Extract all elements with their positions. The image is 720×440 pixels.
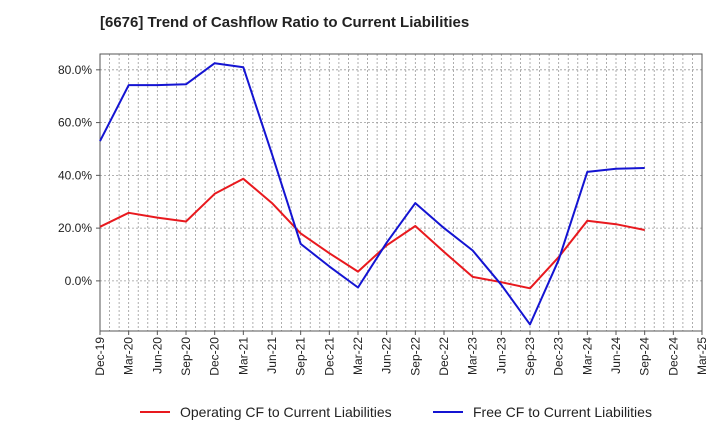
- y-tick-label: 20.0%: [58, 221, 92, 235]
- legend: Operating CF to Current Liabilities Free…: [0, 404, 720, 426]
- x-tick-label: Dec-23: [552, 337, 566, 376]
- x-tick-label: Sep-20: [179, 337, 193, 376]
- x-tick-label: Mar-24: [580, 337, 594, 375]
- x-tick-label: Dec-21: [322, 337, 336, 376]
- plot-frame: [99, 53, 703, 332]
- x-tick-label: Mar-22: [351, 337, 365, 375]
- x-tick-label: Sep-24: [638, 337, 652, 376]
- legend-swatch-operating-cf: [140, 411, 170, 413]
- chart-title: [6676] Trend of Cashflow Ratio to Curren…: [100, 14, 470, 31]
- x-tick-label: Sep-22: [408, 337, 422, 376]
- x-tick-label: Dec-22: [437, 337, 451, 376]
- x-tick-label: Sep-23: [523, 337, 537, 376]
- x-tick-label: Mar-25: [695, 337, 709, 375]
- x-tick-label: Dec-24: [666, 337, 680, 376]
- x-tick-label: Mar-21: [236, 337, 250, 375]
- x-tick-label: Jun-21: [265, 337, 279, 374]
- plot-area: [100, 54, 702, 331]
- series-line-operating-cf: [99, 177, 645, 290]
- y-tick-label: 80.0%: [58, 63, 92, 77]
- legend-item-operating-cf: Operating CF to Current Liabilities: [140, 404, 392, 420]
- x-tick-label: Mar-20: [122, 337, 136, 375]
- y-tick-label: 40.0%: [58, 168, 92, 182]
- x-tick-label: Dec-19: [93, 337, 107, 376]
- y-tick-label: 60.0%: [58, 116, 92, 130]
- y-tick-label: 0.0%: [65, 274, 93, 288]
- legend-item-free-cf: Free CF to Current Liabilities: [433, 404, 652, 420]
- x-tick-label: Jun-20: [150, 337, 164, 374]
- legend-label-operating-cf: Operating CF to Current Liabilities: [180, 404, 392, 420]
- x-tick-label: Mar-23: [466, 337, 480, 375]
- x-tick-label: Dec-20: [208, 337, 222, 376]
- legend-label-free-cf: Free CF to Current Liabilities: [473, 404, 652, 420]
- x-tick-label: Jun-23: [494, 337, 508, 374]
- legend-swatch-free-cf: [433, 411, 463, 413]
- x-tick-label: Jun-24: [609, 337, 623, 374]
- series-line-free-cf: [99, 62, 645, 326]
- x-tick-label: Sep-21: [294, 337, 308, 376]
- x-tick-label: Jun-22: [380, 337, 394, 374]
